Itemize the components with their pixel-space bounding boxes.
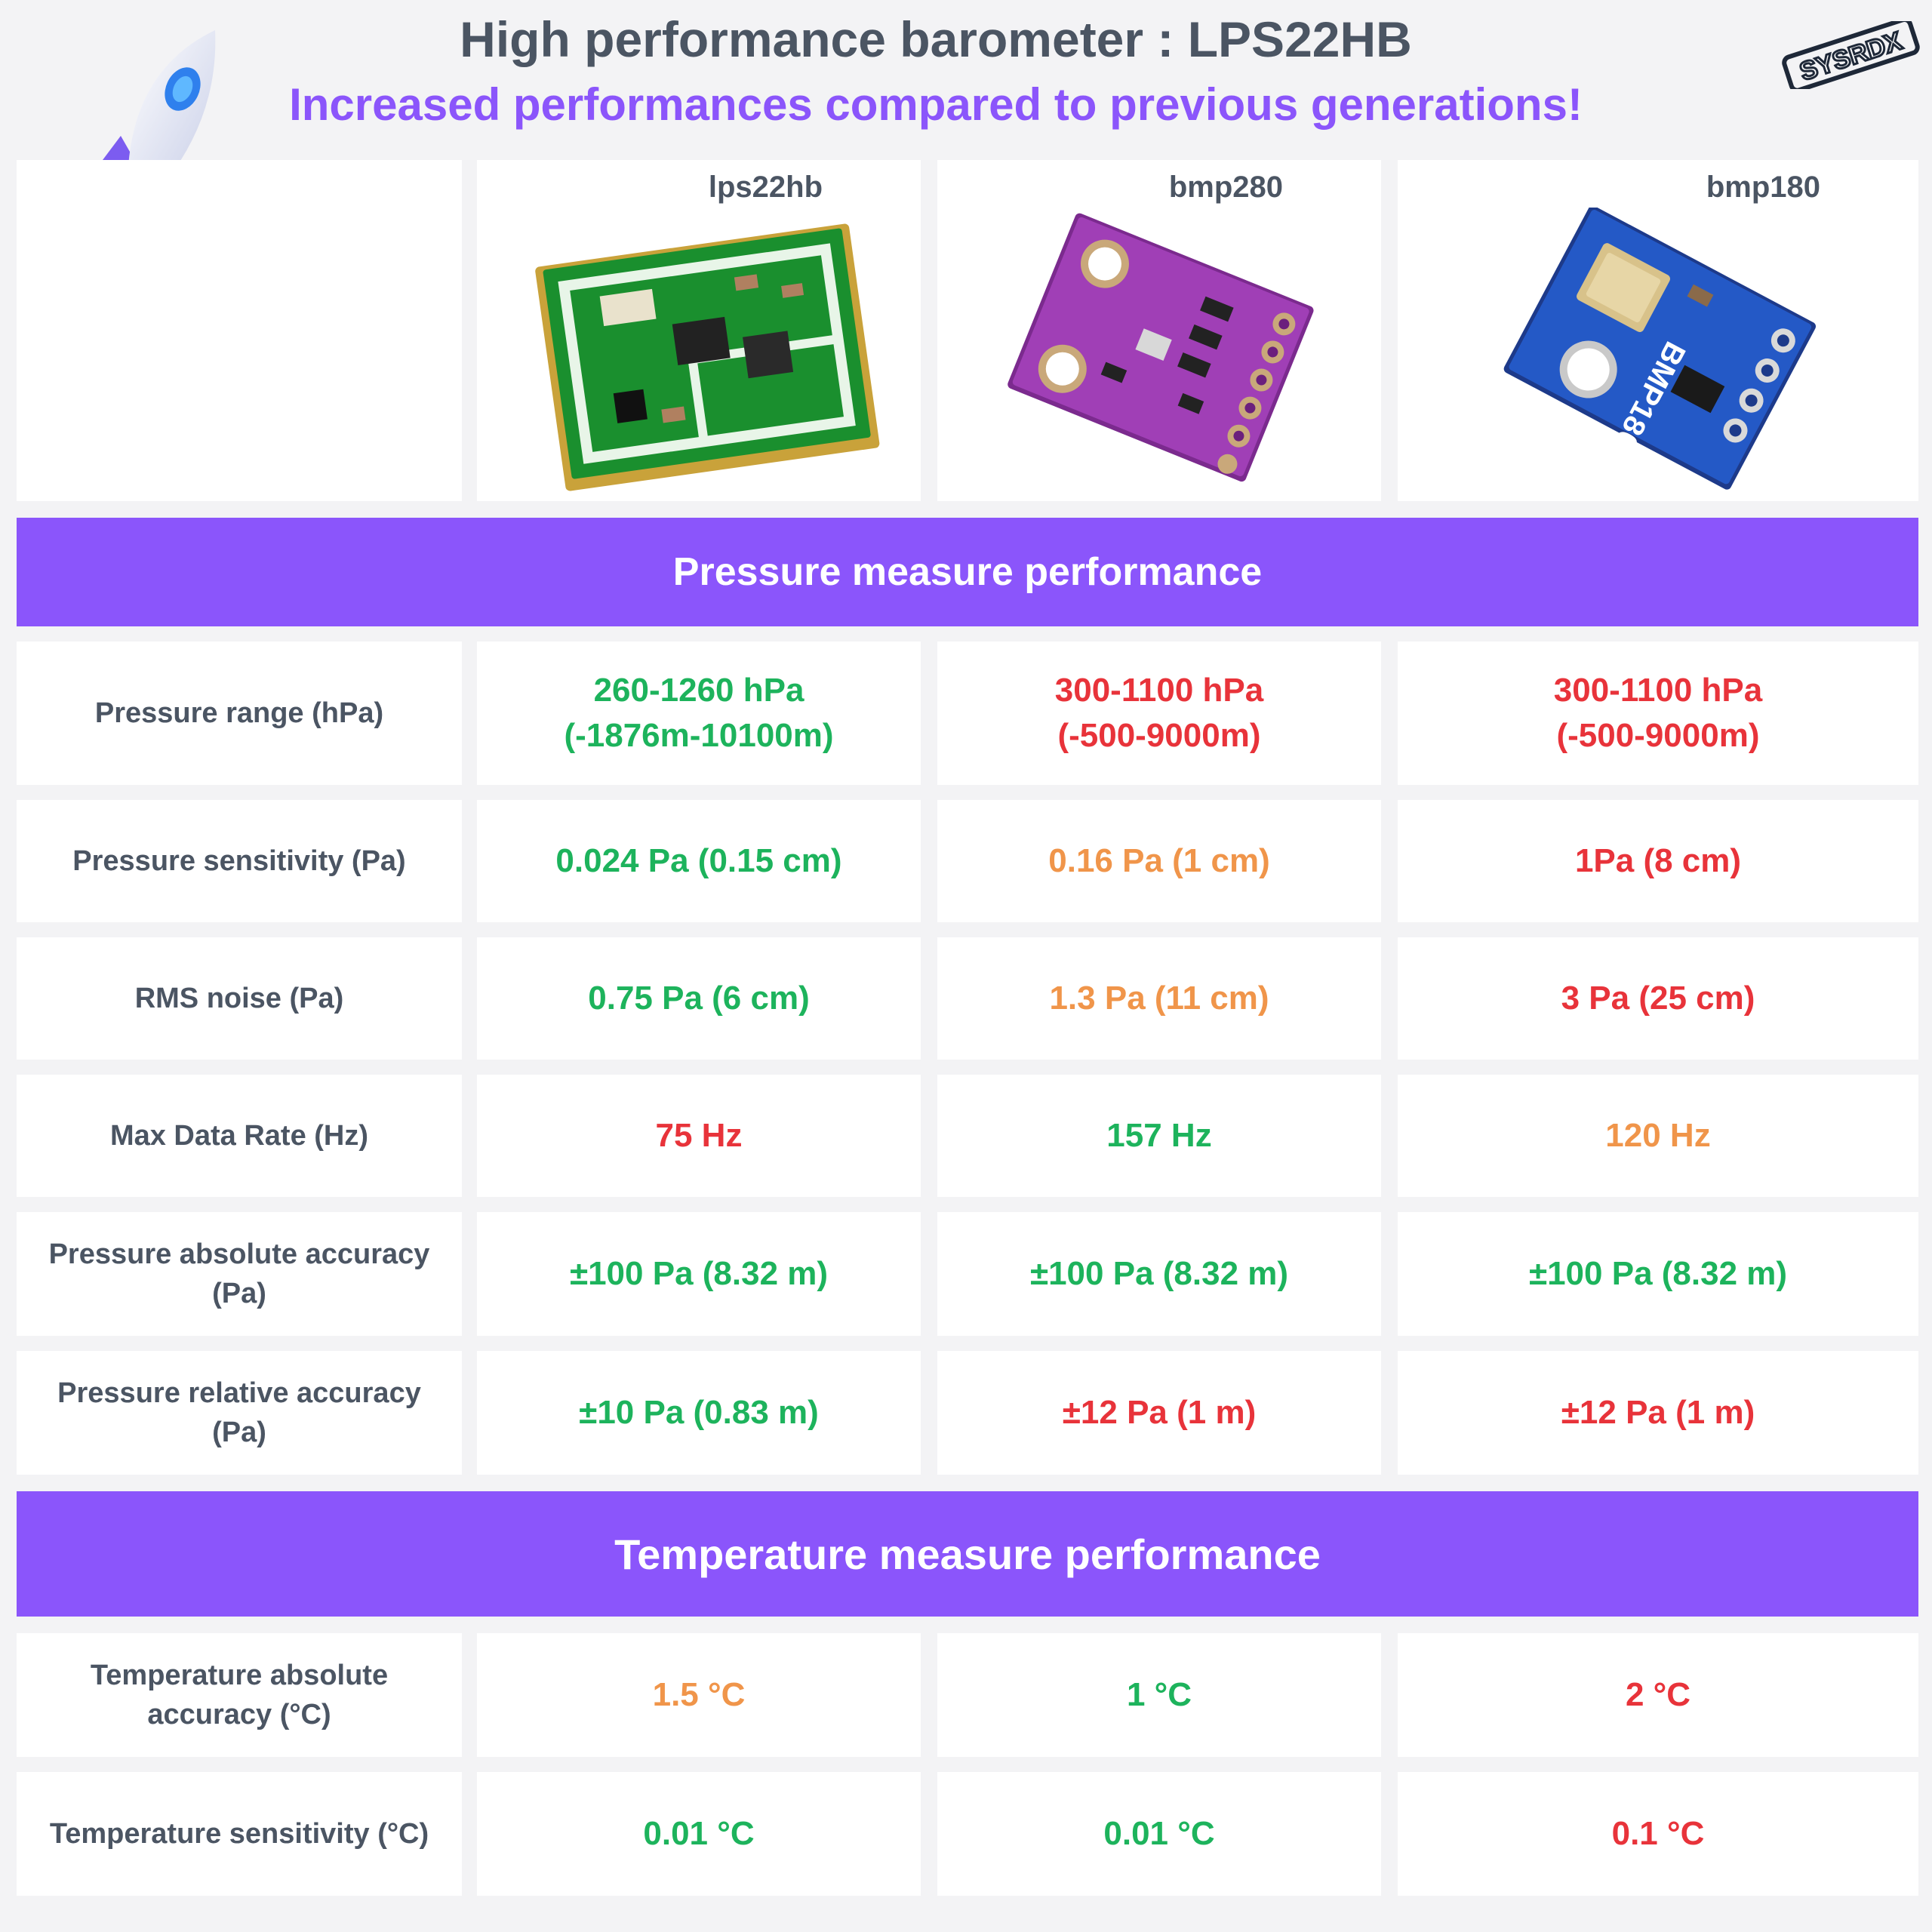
value-text: 0.16 Pa (1 cm) bbox=[1048, 842, 1270, 879]
row-label-cell: Pressure range (hPa) bbox=[17, 641, 462, 785]
value-cell: ±10 Pa (0.83 m) bbox=[477, 1351, 921, 1475]
row-label-cell: Temperature absolute accuracy (°C) bbox=[17, 1633, 462, 1757]
value-cell: ±100 Pa (8.32 m) bbox=[1398, 1212, 1918, 1336]
product-bmp180: bmp180 BMP180 bbox=[1398, 160, 1918, 501]
product-name: lps22hb bbox=[708, 171, 823, 204]
value-text: 260-1260 hPa (-1876m-10100m) bbox=[564, 672, 834, 754]
value-text: 120 Hz bbox=[1605, 1117, 1711, 1154]
value-text: ±12 Pa (1 m) bbox=[1062, 1394, 1257, 1431]
value-text: 1.5 °C bbox=[652, 1676, 746, 1713]
value-cell: 0.16 Pa (1 cm) bbox=[937, 800, 1381, 922]
section-band-pressure: Pressure measure performance bbox=[17, 518, 1918, 626]
value-cell: 1Pa (8 cm) bbox=[1398, 800, 1918, 922]
value-cell: 75 Hz bbox=[477, 1075, 921, 1197]
row-label: Pressure relative accuracy (Pa) bbox=[57, 1377, 421, 1448]
green-pcb-icon bbox=[535, 223, 880, 491]
product-bmp280: bmp280 bbox=[937, 160, 1381, 501]
product-name: bmp280 bbox=[1168, 171, 1283, 204]
section-title: Temperature measure performance bbox=[614, 1530, 1321, 1578]
row-label: Temperature sensitivity (°C) bbox=[49, 1818, 429, 1850]
value-cell: 120 Hz bbox=[1398, 1075, 1918, 1197]
section-band-temperature: Temperature measure performance bbox=[17, 1491, 1918, 1617]
value-text: 1Pa (8 cm) bbox=[1574, 842, 1742, 879]
value-cell: ±12 Pa (1 m) bbox=[1398, 1351, 1918, 1475]
value-text: 3 Pa (25 cm) bbox=[1561, 980, 1755, 1017]
value-cell: 0.01 °C bbox=[477, 1772, 921, 1896]
value-cell: 1 °C bbox=[937, 1633, 1381, 1757]
row-label: Pressure range (hPa) bbox=[94, 697, 384, 729]
row-label-cell: Max Data Rate (Hz) bbox=[17, 1075, 462, 1197]
value-text: 2 °C bbox=[1625, 1676, 1691, 1713]
value-text: ±100 Pa (8.32 m) bbox=[1528, 1255, 1788, 1292]
value-text: 0.01 °C bbox=[1103, 1815, 1215, 1852]
value-text: 1.3 Pa (11 cm) bbox=[1049, 980, 1269, 1017]
value-cell: 1.3 Pa (11 cm) bbox=[937, 937, 1381, 1060]
value-cell: ±12 Pa (1 m) bbox=[937, 1351, 1381, 1475]
value-text: 75 Hz bbox=[655, 1117, 743, 1154]
value-text: ±10 Pa (0.83 m) bbox=[579, 1394, 819, 1431]
value-cell: ±100 Pa (8.32 m) bbox=[937, 1212, 1381, 1336]
value-text: 0.1 °C bbox=[1611, 1815, 1705, 1852]
page-subtitle: Increased performances compared to previ… bbox=[289, 79, 1583, 130]
value-cell: ±100 Pa (8.32 m) bbox=[477, 1212, 921, 1336]
value-text: 0.75 Pa (6 cm) bbox=[588, 980, 810, 1017]
value-text: 0.01 °C bbox=[643, 1815, 755, 1852]
value-text: 1 °C bbox=[1126, 1676, 1192, 1713]
value-text: ±12 Pa (1 m) bbox=[1561, 1394, 1755, 1431]
row-label: RMS noise (Pa) bbox=[134, 983, 344, 1014]
row-label: Temperature absolute accuracy (°C) bbox=[90, 1660, 389, 1730]
value-cell: 0.024 Pa (0.15 cm) bbox=[477, 800, 921, 922]
value-cell: 2 °C bbox=[1398, 1633, 1918, 1757]
value-text: ±100 Pa (8.32 m) bbox=[569, 1255, 829, 1292]
product-lps22hb: lps22hb bbox=[477, 160, 921, 501]
row-label: Pressure sensitivity (Pa) bbox=[72, 845, 406, 877]
row-label-cell: Pressure absolute accuracy (Pa) bbox=[17, 1212, 462, 1336]
value-cell: 3 Pa (25 cm) bbox=[1398, 937, 1918, 1060]
sysrdx-logo: SYSRDX bbox=[1782, 21, 1920, 89]
row-label-cell: RMS noise (Pa) bbox=[17, 937, 462, 1060]
purple-pcb-icon bbox=[1008, 213, 1314, 482]
value-cell: 300-1100 hPa (-500-9000m) bbox=[1398, 641, 1918, 785]
page-title: High performance barometer : LPS22HB bbox=[460, 11, 1412, 67]
section-title: Pressure measure performance bbox=[672, 550, 1263, 594]
value-cell: 260-1260 hPa (-1876m-10100m) bbox=[477, 641, 921, 785]
value-text: 157 Hz bbox=[1106, 1117, 1212, 1154]
row-label: Pressure absolute accuracy (Pa) bbox=[48, 1238, 430, 1309]
value-text: 0.024 Pa (0.15 cm) bbox=[555, 842, 842, 879]
value-text: 300-1100 hPa (-500-9000m) bbox=[1054, 672, 1264, 754]
row-label: Max Data Rate (Hz) bbox=[109, 1120, 369, 1152]
product-name: bmp180 bbox=[1706, 171, 1820, 204]
row-label-cell: Pressure sensitivity (Pa) bbox=[17, 800, 462, 922]
corner-empty-cell bbox=[17, 160, 462, 501]
value-text: ±100 Pa (8.32 m) bbox=[1029, 1255, 1289, 1292]
value-cell: 157 Hz bbox=[937, 1075, 1381, 1197]
value-cell: 0.1 °C bbox=[1398, 1772, 1918, 1896]
value-cell: 1.5 °C bbox=[477, 1633, 921, 1757]
row-label-cell: Temperature sensitivity (°C) bbox=[17, 1772, 462, 1896]
row-label-cell: Pressure relative accuracy (Pa) bbox=[17, 1351, 462, 1475]
blue-pcb-icon: BMP180 bbox=[1503, 208, 1817, 490]
value-cell: 300-1100 hPa (-500-9000m) bbox=[937, 641, 1381, 785]
value-text: 300-1100 hPa (-500-9000m) bbox=[1553, 672, 1763, 754]
value-cell: 0.01 °C bbox=[937, 1772, 1381, 1896]
value-cell: 0.75 Pa (6 cm) bbox=[477, 937, 921, 1060]
